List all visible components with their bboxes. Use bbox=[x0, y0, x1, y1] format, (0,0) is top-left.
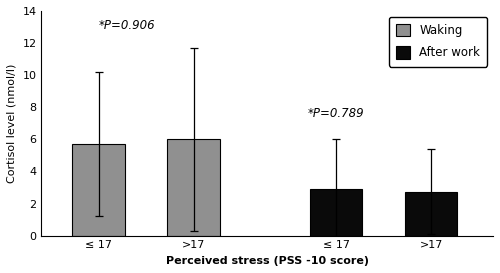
Text: *P=0.906: *P=0.906 bbox=[98, 19, 156, 32]
Bar bbox=[168, 139, 220, 236]
Legend: Waking, After work: Waking, After work bbox=[388, 17, 487, 67]
Bar bbox=[405, 191, 458, 236]
Y-axis label: Cortisol level (nmol/l): Cortisol level (nmol/l) bbox=[7, 64, 17, 183]
Text: *P=0.789: *P=0.789 bbox=[308, 107, 364, 120]
X-axis label: Perceived stress (PSS -10 score): Perceived stress (PSS -10 score) bbox=[166, 256, 369, 266]
Bar bbox=[72, 144, 124, 236]
Bar bbox=[310, 189, 362, 236]
